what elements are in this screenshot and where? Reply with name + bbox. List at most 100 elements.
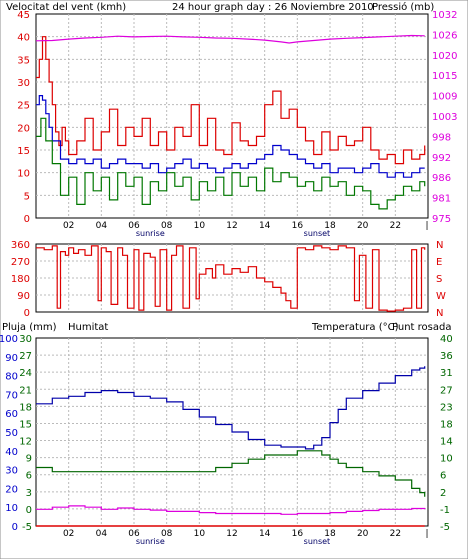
direction-degrees-tick-label: 180 <box>11 274 30 285</box>
temperature-tick-label: 23 <box>440 402 453 413</box>
rain-tick-label: 30 <box>5 466 18 477</box>
wind-hour-label: 14 <box>259 221 271 231</box>
climate-hour-label: 06 <box>128 529 140 539</box>
rain-tick-label: 0 <box>12 522 18 533</box>
rain-tick-label: 10 <box>5 503 18 514</box>
humidity-tick-label: 12 <box>19 437 32 448</box>
wind-hour-label: 06 <box>128 221 140 231</box>
direction-degrees-tick-label: 270 <box>11 257 30 268</box>
temperature-tick-label: 10 <box>440 454 453 465</box>
series-humidity-line <box>36 366 426 450</box>
wind-speed-tick-label: 35 <box>17 55 30 66</box>
temperature-tick-label: 6 <box>440 471 446 482</box>
wind-speed-tick-label: 20 <box>17 123 30 134</box>
humidity-tick-label: 21 <box>19 385 32 396</box>
series-dew-point-line <box>36 505 426 515</box>
series-average-line <box>36 95 425 178</box>
series-gust-line <box>36 36 426 165</box>
temperature-tick-label: -5 <box>440 522 450 533</box>
direction-compass-tick-label: N <box>436 308 443 319</box>
wind-hour-label: 20 <box>357 221 369 231</box>
rain-tick-label: 20 <box>5 484 18 495</box>
temperature-tick-label: 40 <box>440 334 453 345</box>
wind-sunrise-label: sunrise <box>136 229 165 238</box>
pressure-axis-title: Pressió (mb) <box>372 1 434 13</box>
wind-speed-tick-label: 40 <box>17 33 30 44</box>
dew-point-axis-title: Punt rosada <box>392 322 451 333</box>
direction-degrees-tick-label: 360 <box>11 240 30 251</box>
wind-speed-tick-label: 25 <box>17 101 30 112</box>
wind-speed-tick-label: 30 <box>17 78 30 89</box>
humidity-tick-label: -5 <box>22 522 32 533</box>
graph-title: 24 hour graph day : 26 Noviembre 2010 <box>172 2 374 13</box>
pressure-tick-label: 1015 <box>432 71 457 82</box>
rain-tick-label: 70 <box>5 390 18 401</box>
wind-speed-tick-label: 45 <box>17 10 30 21</box>
wind-hour-label: 12 <box>226 221 237 231</box>
climate-hour-label: 16 <box>292 529 304 539</box>
climate-sunset-label: sunset <box>304 537 331 546</box>
pressure-tick-label: 981 <box>432 194 451 205</box>
direction-degrees-tick-label: 0 <box>24 308 30 319</box>
wind-speed-tick-label: 15 <box>17 146 30 157</box>
humidity-tick-label: 27 <box>19 351 32 362</box>
wind-hour-label: 16 <box>292 221 304 231</box>
temperature-axis-title: Temperatura (°C) <box>311 322 399 333</box>
climate-end-mark: | <box>425 529 428 539</box>
wind-speed-tick-label: 0 <box>24 214 30 225</box>
humidity-tick-label: 18 <box>19 402 32 413</box>
pressure-tick-label: 998 <box>432 132 451 143</box>
pressure-tick-label: 1020 <box>432 51 457 62</box>
humidity-tick-label: 6 <box>26 471 32 482</box>
rain-tick-label: 50 <box>5 428 18 439</box>
humidity-axis-title: Humitat <box>68 322 108 333</box>
rain-tick-label: 40 <box>5 447 18 458</box>
temperature-tick-label: 36 <box>440 351 453 362</box>
pressure-tick-label: 1003 <box>432 112 457 123</box>
wind-hour-label: 18 <box>324 221 336 231</box>
rain-tick-label: 60 <box>5 409 18 420</box>
climate-hour-label: 08 <box>161 529 173 539</box>
wind-hour-label: 02 <box>63 221 74 231</box>
pressure-tick-label: 1009 <box>432 92 457 103</box>
direction-compass-tick-label: S <box>436 274 442 285</box>
temperature-tick-label: 18 <box>440 419 453 430</box>
wind-speed-tick-label: 10 <box>17 169 30 180</box>
pressure-tick-label: 1026 <box>432 30 457 41</box>
series-temperature-line <box>36 450 426 497</box>
climate-sunrise-label: sunrise <box>136 537 165 546</box>
pressure-tick-label: 975 <box>432 214 451 225</box>
climate-hour-label: 02 <box>63 529 74 539</box>
humidity-tick-label: 30 <box>19 334 32 345</box>
wind-axis-title: Velocitat del vent (kmh) <box>6 2 126 13</box>
climate-hour-label: 12 <box>226 529 237 539</box>
humidity-tick-label: 3 <box>26 488 32 499</box>
wind-speed-tick-label: 5 <box>24 191 30 202</box>
rain-humidity-temperature-panel: 0102030405060708090100-50369121518212427… <box>0 334 453 546</box>
wind-hour-label: 08 <box>161 221 173 231</box>
temperature-tick-label: 2 <box>440 488 446 499</box>
direction-compass-tick-label: W <box>436 291 446 302</box>
temperature-tick-label: 31 <box>440 368 453 379</box>
rain-tick-label: 80 <box>5 372 18 383</box>
temperature-tick-label: 14 <box>440 437 453 448</box>
humidity-tick-label: 24 <box>19 368 32 379</box>
wind-end-mark: | <box>425 221 428 231</box>
series-minimum-line <box>36 117 426 210</box>
pressure-tick-label: 986 <box>432 173 451 184</box>
humidity-tick-label: 15 <box>19 419 32 430</box>
wind-hour-label: 04 <box>96 221 108 231</box>
rain-tick-label: 90 <box>5 353 18 364</box>
pressure-tick-label: 992 <box>432 153 451 164</box>
humidity-tick-label: 9 <box>26 454 32 465</box>
climate-hour-label: 10 <box>194 529 206 539</box>
rain-tick-label: 100 <box>0 334 18 345</box>
wind-hour-label: 10 <box>194 221 206 231</box>
climate-hour-label: 14 <box>259 529 271 539</box>
direction-compass-tick-label: N <box>436 240 443 251</box>
wind-hour-label: 22 <box>390 221 401 231</box>
climate-hour-label: 20 <box>357 529 369 539</box>
temperature-tick-label: -1 <box>440 505 450 516</box>
direction-degrees-tick-label: 90 <box>17 291 30 302</box>
